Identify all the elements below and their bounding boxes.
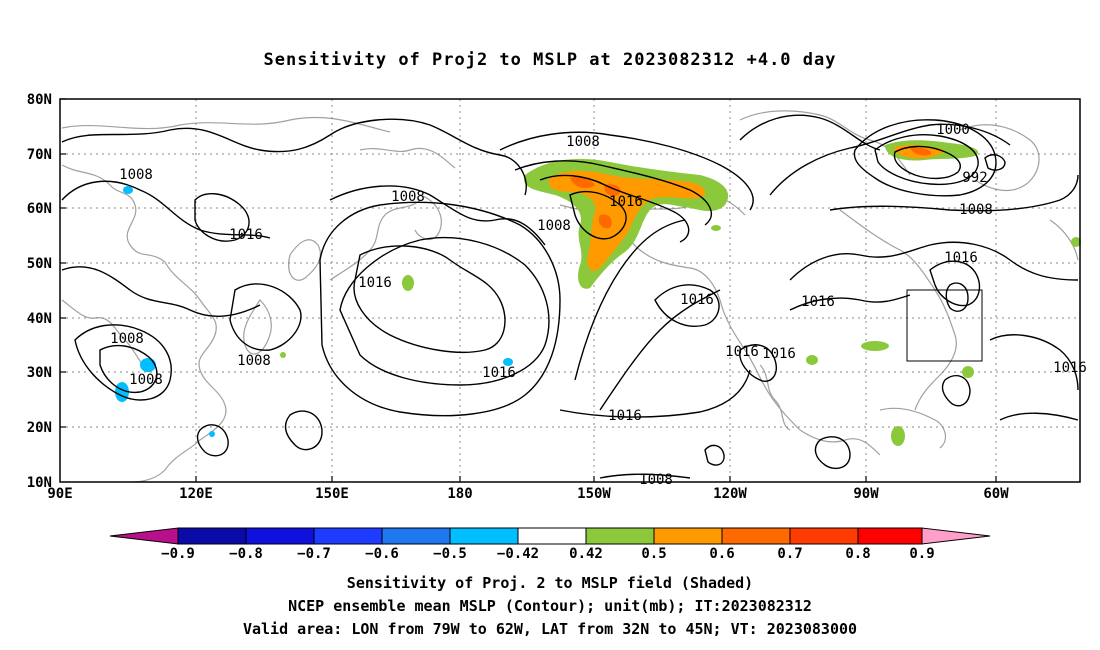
colorbar-swatch xyxy=(721,527,791,545)
colorbar-swatch xyxy=(921,527,991,545)
contour-label: 1016 xyxy=(482,365,516,381)
contour-label: 1008 xyxy=(237,353,271,369)
colorbar-label: 0.42 xyxy=(569,546,603,562)
caption-line-1: Sensitivity of Proj. 2 to MSLP field (Sh… xyxy=(346,574,754,592)
colorbar-swatch xyxy=(449,527,519,545)
lon-labels: 90E 120E 150E 180 150W 120W 90W 60W xyxy=(47,486,1009,502)
map-frame xyxy=(59,98,1081,483)
lat-label-40n: 40N xyxy=(27,311,52,327)
colorbar-label: 0.6 xyxy=(709,546,734,562)
lon-label-180: 180 xyxy=(447,486,472,502)
colorbar-label: −0.42 xyxy=(497,546,539,562)
contour-label: 1016 xyxy=(358,275,392,291)
contour-label: 1008 xyxy=(537,218,571,234)
colorbar-label: 0.7 xyxy=(777,546,802,562)
colorbar-swatch xyxy=(109,527,179,545)
lat-labels: 80N 70N 60N 50N 40N 30N 20N 10N xyxy=(27,92,52,491)
colorbar-swatch xyxy=(857,527,923,545)
contour-label: 1008 xyxy=(959,202,993,218)
colorbar-swatch xyxy=(517,527,587,545)
colorbar-swatch xyxy=(789,527,859,545)
colorbar-label: 0.8 xyxy=(845,546,870,562)
lat-label-80n: 80N xyxy=(27,92,52,108)
caption-line-2: NCEP ensemble mean MSLP (Contour); unit(… xyxy=(288,597,812,615)
contour-label: 1016 xyxy=(229,227,263,243)
lon-label-150w: 150W xyxy=(577,486,611,502)
contour-label: 1016 xyxy=(801,294,835,310)
contour-label: 1016 xyxy=(1053,360,1087,376)
contour-label: 1016 xyxy=(609,194,643,210)
colorbar-label: −0.8 xyxy=(229,546,263,562)
colorbar-label: −0.7 xyxy=(297,546,331,562)
contour-label: 1016 xyxy=(944,250,978,266)
colorbar-swatch xyxy=(245,527,315,545)
lat-ticks xyxy=(60,98,66,428)
contour-label: 1000 xyxy=(936,122,970,138)
contour-labels: 1008 1008 1016 1016 1008 1008 1016 1016 … xyxy=(110,122,1087,488)
lat-label-10n: 10N xyxy=(27,475,52,491)
colorbar-swatch xyxy=(585,527,655,545)
colorbar-label: 0.5 xyxy=(641,546,666,562)
contour-label: 992 xyxy=(962,170,987,186)
caption-line-3: Valid area: LON from 79W to 62W, LAT fro… xyxy=(242,620,858,638)
contour-label: 1008 xyxy=(129,372,163,388)
lat-label-70n: 70N xyxy=(27,147,52,163)
colorbar xyxy=(109,527,991,545)
colorbar-swatch xyxy=(177,527,247,545)
contour-label: 1016 xyxy=(725,344,759,360)
contour-label: 1008 xyxy=(566,134,600,150)
lon-label-150e: 150E xyxy=(315,486,349,502)
lon-ticks xyxy=(195,476,997,482)
lat-label-30n: 30N xyxy=(27,365,52,381)
lat-label-20n: 20N xyxy=(27,420,52,436)
colorbar-swatch xyxy=(381,527,451,545)
lat-label-60n: 60N xyxy=(27,201,52,217)
mslp-contours xyxy=(61,114,1079,479)
contour-label: 1008 xyxy=(110,331,144,347)
colorbar-swatch xyxy=(653,527,723,545)
lon-label-120w: 120W xyxy=(713,486,747,502)
lon-label-60w: 60W xyxy=(983,486,1009,502)
contour-label: 1016 xyxy=(762,346,796,362)
sensitivity-shading xyxy=(115,140,1081,446)
colorbar-labels: −0.9 −0.8 −0.7 −0.6 −0.5 −0.42 0.42 0.5 … xyxy=(161,546,935,562)
contour-label: 1008 xyxy=(391,189,425,205)
lat-label-50n: 50N xyxy=(27,256,52,272)
contour-label: 1016 xyxy=(680,292,714,308)
colorbar-label: −0.6 xyxy=(365,546,399,562)
lon-label-120e: 120E xyxy=(179,486,213,502)
colorbar-label: −0.5 xyxy=(433,546,467,562)
colorbar-label: 0.9 xyxy=(909,546,934,562)
lon-label-90w: 90W xyxy=(853,486,879,502)
lon-label-90e: 90E xyxy=(47,486,72,502)
colorbar-label: −0.9 xyxy=(161,546,195,562)
contour-label: 1008 xyxy=(119,167,153,183)
contour-label: 1016 xyxy=(608,408,642,424)
chart-title: Sensitivity of Proj2 to MSLP at 20230823… xyxy=(263,50,837,70)
contour-label: 1008 xyxy=(639,472,673,488)
valid-area-box xyxy=(906,289,983,362)
colorbar-swatch xyxy=(313,527,383,545)
